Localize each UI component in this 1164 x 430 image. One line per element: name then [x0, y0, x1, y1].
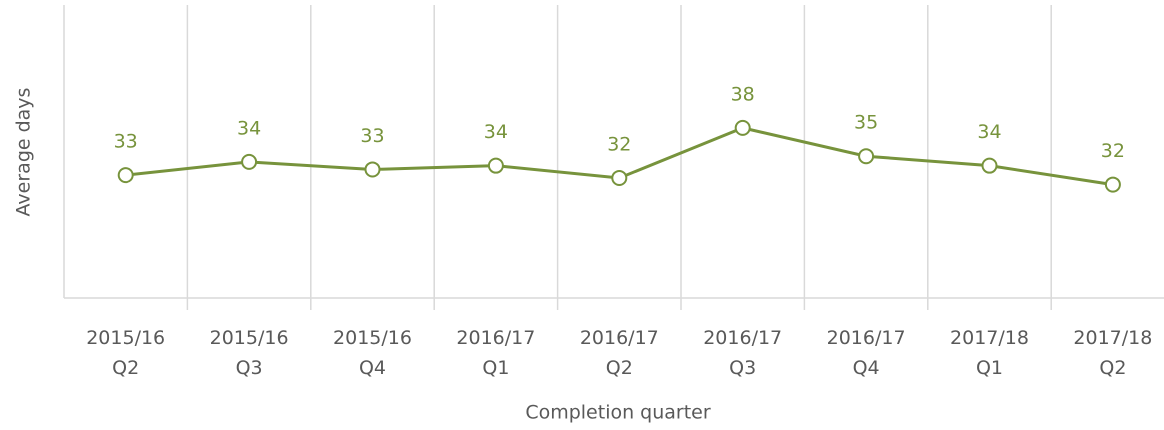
data-label: 34 — [484, 121, 508, 143]
data-label: 32 — [607, 133, 631, 155]
marker — [1104, 176, 1121, 193]
marker — [117, 167, 134, 184]
marker — [734, 119, 751, 136]
y-axis-title: Average days — [13, 88, 35, 217]
x-tick-label: 2015/16 Q3 — [210, 327, 289, 379]
x-tick-label: 2016/17 Q1 — [456, 327, 535, 379]
x-axis-title: Completion quarter — [525, 402, 711, 424]
x-tick-label: 2017/18 Q2 — [1073, 327, 1152, 379]
x-tick-label: 2017/18 Q1 — [950, 327, 1029, 379]
data-label: 32 — [1101, 140, 1125, 162]
marker — [487, 157, 504, 174]
marker — [981, 157, 998, 174]
data-label: 34 — [237, 117, 261, 139]
marker — [241, 153, 258, 170]
marker — [858, 148, 875, 165]
x-tick-label: 2015/16 Q2 — [86, 327, 165, 379]
data-label: 33 — [360, 125, 384, 147]
marker — [364, 161, 381, 178]
x-tick-label: 2016/17 Q2 — [580, 327, 659, 379]
marker — [611, 169, 628, 186]
x-tick-label: 2016/17 Q4 — [827, 327, 906, 379]
data-label: 34 — [977, 121, 1001, 143]
data-label: 33 — [114, 131, 138, 153]
data-label: 38 — [731, 83, 755, 105]
data-label: 35 — [854, 112, 878, 134]
x-tick-label: 2016/17 Q3 — [703, 327, 782, 379]
x-tick-label: 2015/16 Q4 — [333, 327, 412, 379]
